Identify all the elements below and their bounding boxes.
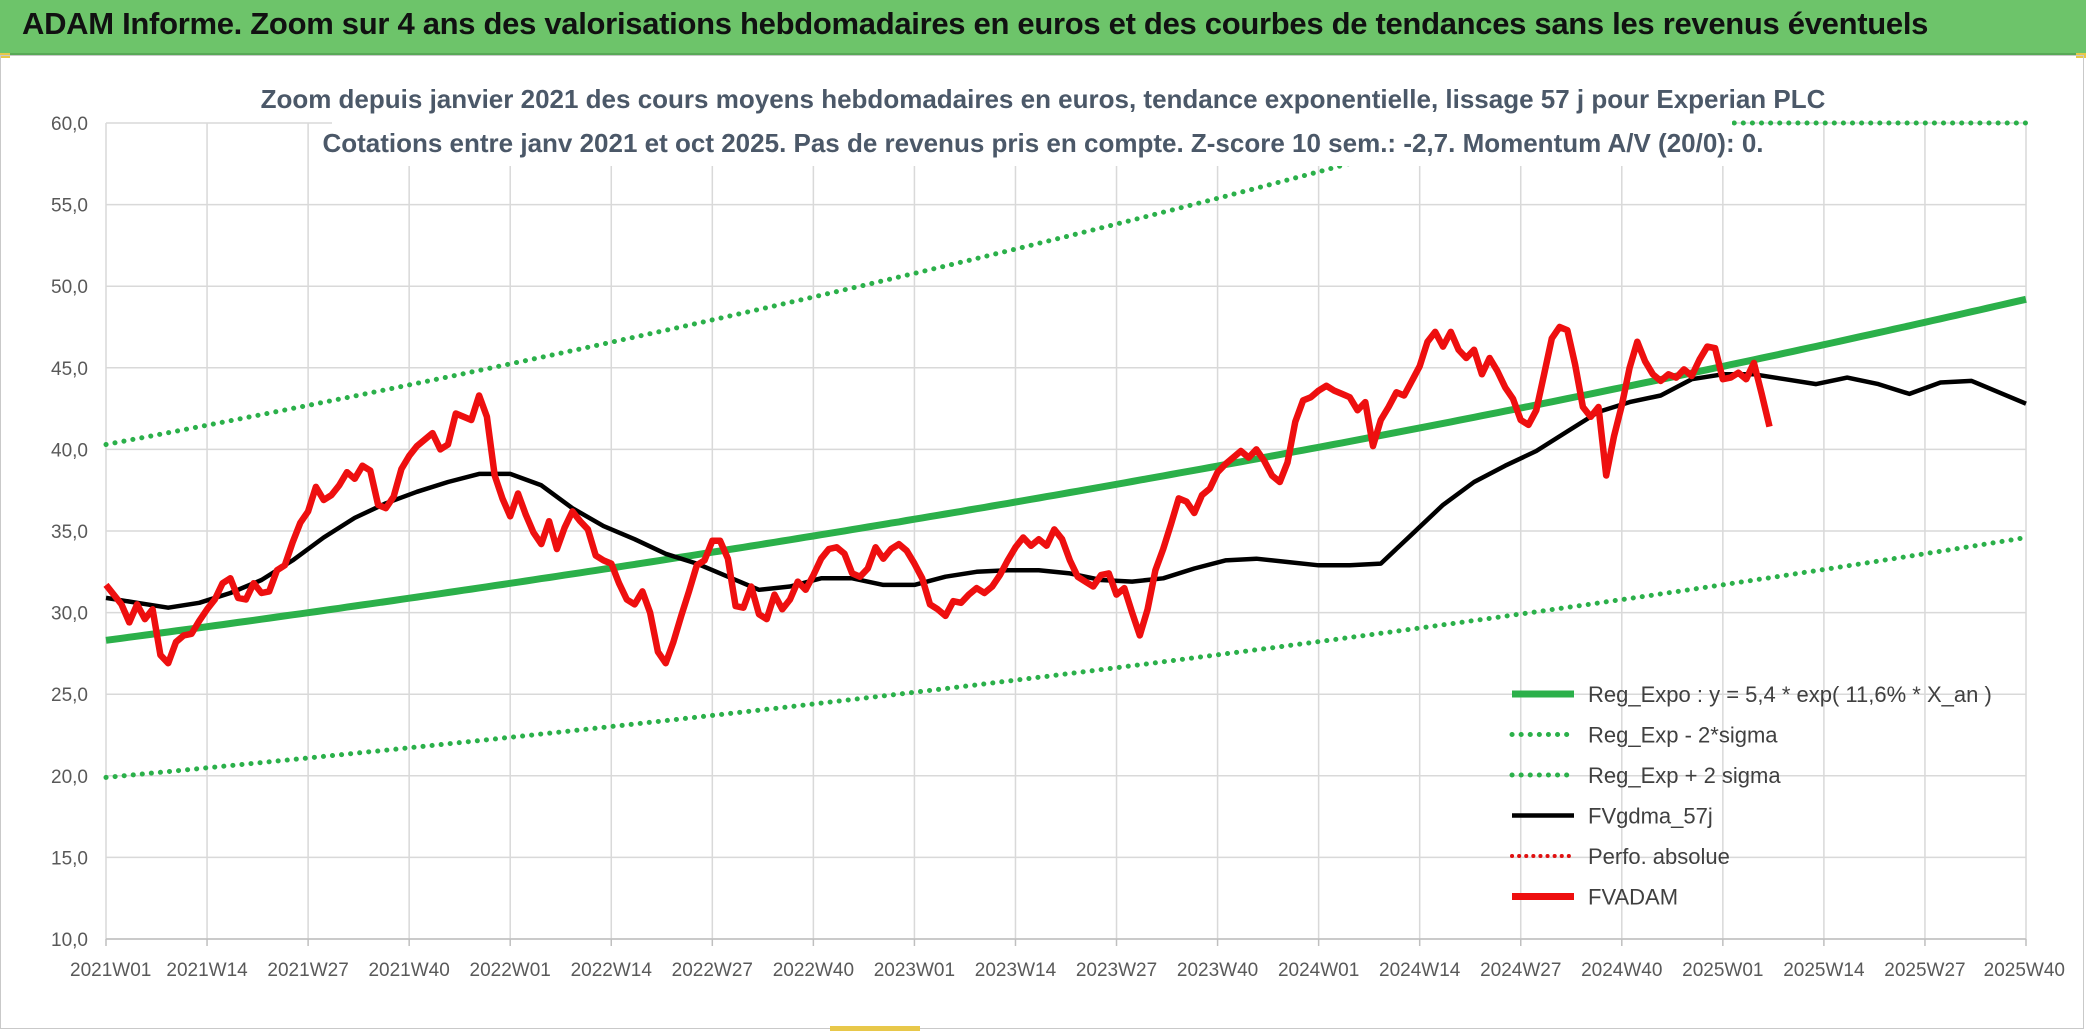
legend-label: Reg_Exp - 2*sigma	[1588, 723, 1778, 748]
y-tick-label: 35,0	[51, 522, 88, 543]
y-tick-label: 25,0	[51, 685, 88, 706]
legend-label: FVADAM	[1588, 885, 1678, 910]
x-tick-label: 2022W14	[571, 960, 653, 981]
grid	[105, 122, 2027, 940]
axes: 10,0 15,0 20,0 25,0 30,0 35,0 40,0 45,0 50,0 55,0…	[51, 114, 2065, 981]
bottom-accent	[830, 1026, 920, 1031]
x-tick-label: 2024W01	[1278, 960, 1359, 981]
legend-item-fvadam: FVADAM	[1512, 885, 1678, 910]
legend-label: Reg_Expo : y = 5,4 * exp( 11,6% * X_an )	[1588, 682, 1992, 707]
series-reg_plus	[103, 120, 2029, 447]
legend-item-reg_plus: Reg_Exp + 2 sigma	[1509, 763, 1781, 788]
x-tick-label: 2021W27	[267, 960, 348, 981]
chart-titles: Zoom depuis janvier 2021 des cours moyen…	[261, 78, 1826, 166]
x-tick-label: 2023W27	[1076, 960, 1157, 981]
series-reg_expo	[105, 295, 2027, 644]
x-tick-label: 2025W40	[1984, 960, 2065, 981]
x-tick-label: 2022W40	[773, 960, 854, 981]
x-tick-label: 2022W01	[470, 960, 551, 981]
y-tick-label: 55,0	[51, 196, 88, 217]
y-tick-label: 50,0	[51, 277, 88, 298]
legend-label: Perfo. absolue	[1588, 844, 1730, 869]
y-tick-label: 60,0	[51, 114, 88, 135]
x-tick-label: 2025W01	[1682, 960, 1763, 981]
legend-label: FVgdma_57j	[1588, 804, 1713, 829]
y-tick-label: 15,0	[51, 848, 88, 869]
x-tick-label: 2025W14	[1783, 960, 1865, 981]
legend-item-fvgdma: FVgdma_57j	[1512, 804, 1713, 829]
header-bar: ADAM Informe. Zoom sur 4 ans des valoris…	[0, 0, 2086, 55]
y-tick-label: 10,0	[51, 930, 88, 951]
y-tick-label: 40,0	[51, 440, 88, 461]
title-background	[332, 78, 1732, 166]
x-tick-label: 2023W14	[975, 960, 1057, 981]
x-tick-label: 2021W14	[166, 960, 248, 981]
legend-label: Reg_Exp + 2 sigma	[1588, 763, 1781, 788]
header-title: ADAM Informe. Zoom sur 4 ans des valoris…	[22, 6, 1929, 41]
x-tick-label: 2021W01	[70, 960, 151, 981]
x-tick-label: 2023W01	[874, 960, 955, 981]
x-tick-label: 2024W40	[1581, 960, 1662, 981]
legend: Reg_Expo : y = 5,4 * exp( 11,6% * X_an )…	[1509, 682, 1992, 910]
y-tick-label: 20,0	[51, 767, 88, 788]
x-tick-label: 2021W40	[368, 960, 449, 981]
legend-item-reg_minus: Reg_Exp - 2*sigma	[1509, 723, 1778, 748]
series-fvgdma	[105, 372, 2027, 610]
chart-subtitle: Cotations entre janv 2021 et oct 2025. P…	[322, 128, 1763, 158]
x-tick-label: 2024W14	[1379, 960, 1461, 981]
y-tick-label: 30,0	[51, 604, 88, 625]
series-layer	[103, 120, 2029, 780]
x-tick-label: 2023W40	[1177, 960, 1258, 981]
x-tick-label: 2025W27	[1884, 960, 1965, 981]
y-tick-label: 45,0	[51, 359, 88, 380]
series-fvadam	[103, 323, 1773, 667]
chart-frame	[0, 55, 2084, 1029]
legend-item-perfo: Perfo. absolue	[1510, 844, 1730, 869]
series-reg_minus	[103, 535, 2029, 780]
legend-item-reg_expo: Reg_Expo : y = 5,4 * exp( 11,6% * X_an )	[1512, 682, 1992, 707]
chart-title: Zoom depuis janvier 2021 des cours moyen…	[261, 84, 1826, 114]
x-tick-label: 2024W27	[1480, 960, 1561, 981]
x-tick-label: 2022W27	[672, 960, 753, 981]
